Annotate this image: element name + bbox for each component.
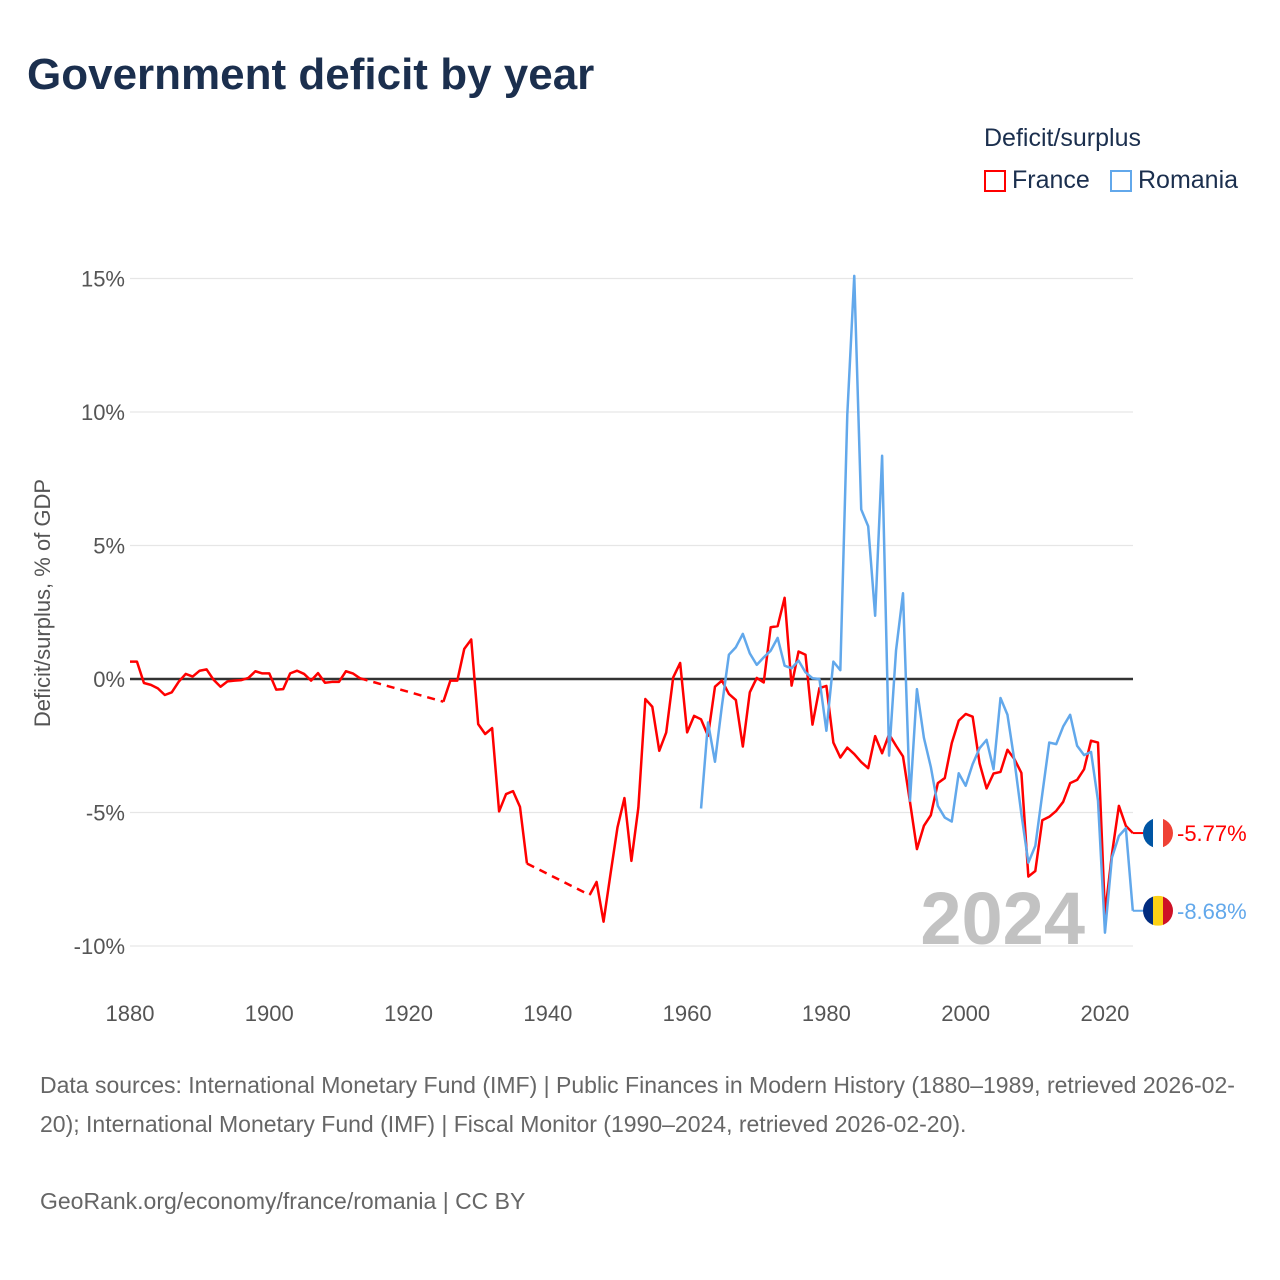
- y-tick-label: 0%: [93, 667, 125, 692]
- series-line-france: [130, 660, 361, 697]
- x-tick-label: 2020: [1080, 1001, 1129, 1026]
- y-tick-label: -5%: [86, 801, 125, 826]
- legend-swatch-france: [984, 169, 1006, 192]
- flag-france-icon: [1143, 818, 1154, 849]
- flag-romania-icon: [1163, 895, 1173, 926]
- end-value-label: -8.68%: [1177, 899, 1247, 924]
- legend-item-france[interactable]: France: [984, 166, 1090, 195]
- x-tick-label: 1900: [245, 1001, 294, 1026]
- y-tick-label: -10%: [74, 934, 125, 959]
- legend-item-romania[interactable]: Romania: [1110, 166, 1238, 195]
- x-tick-label: 2000: [941, 1001, 990, 1026]
- chart-title: Government deficit by year: [27, 50, 595, 99]
- y-tick-label: 10%: [81, 400, 125, 425]
- series-line-france: [442, 638, 529, 864]
- missing-data-segment: [359, 676, 444, 703]
- series-line-france: [588, 596, 1134, 923]
- flag-romania-icon: [1143, 895, 1154, 926]
- y-tick-label: 5%: [93, 534, 125, 559]
- line-chart: 15% 10% 5% 0% -5% -10% 1880 1900 1920 1940 1960 198…: [30, 267, 1247, 1027]
- x-tick-label: 1980: [802, 1001, 851, 1026]
- flag-france-icon: [1163, 818, 1173, 849]
- end-value-label: -5.77%: [1177, 821, 1247, 846]
- series-line-romania: [699, 274, 1135, 934]
- x-tick-label: 1880: [106, 1001, 155, 1026]
- x-tick-label: 1920: [384, 1001, 433, 1026]
- y-tick-label: 15%: [81, 267, 125, 292]
- x-tick-label: 1960: [663, 1001, 712, 1026]
- source-link[interactable]: GeoRank.org/economy/france/romania | CC …: [40, 1188, 526, 1214]
- legend-label: Romania: [1138, 166, 1239, 194]
- x-tick-label: 1940: [523, 1001, 572, 1026]
- data-sources: Data sources: International Monetary Fun…: [40, 1072, 1235, 1137]
- legend-label: France: [1012, 166, 1090, 194]
- legend-swatch-romania: [1110, 169, 1132, 192]
- y-axis-title: Deficit/surplus, % of GDP: [30, 479, 55, 727]
- missing-data-segment: [526, 862, 591, 897]
- current-year-watermark: 2024: [920, 877, 1085, 960]
- legend-title: Deficit/surplus: [984, 124, 1141, 152]
- flag-romania-icon: [1153, 895, 1164, 926]
- flag-france-icon: [1153, 818, 1164, 849]
